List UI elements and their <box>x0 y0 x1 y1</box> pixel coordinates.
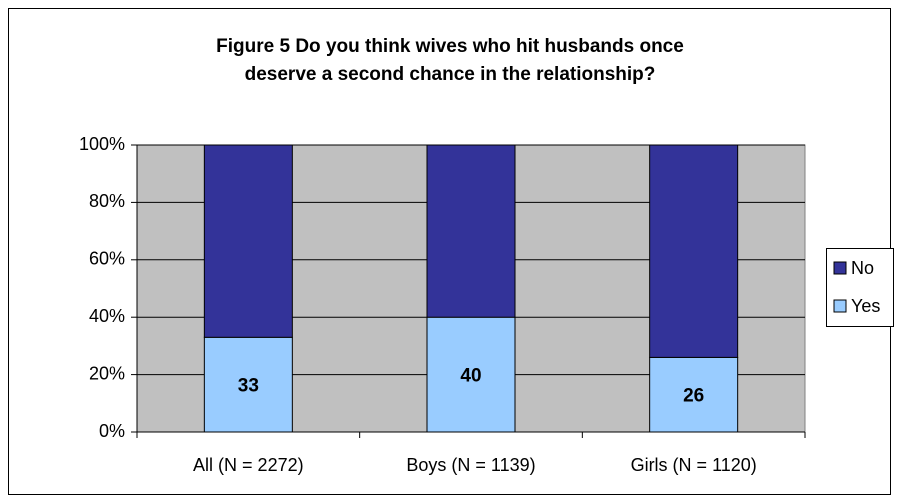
data-label: 26 <box>683 386 704 407</box>
chart-title: Figure 5 Do you think wives who hit husb… <box>216 36 684 57</box>
bar-segment <box>649 356 739 433</box>
y-tick-label: 60% <box>89 249 125 269</box>
data-label: 33 <box>238 376 259 397</box>
x-tick-label: All (N = 2272) <box>193 455 304 475</box>
y-tick-label: 20% <box>89 363 125 383</box>
y-tick-label: 80% <box>89 191 125 211</box>
legend-swatch <box>833 299 847 313</box>
legend-swatch <box>833 261 847 275</box>
y-tick-label: 100% <box>79 134 125 154</box>
legend-label: No <box>851 258 874 278</box>
bar-segment <box>426 316 516 433</box>
chart-title: deserve a second chance in the relations… <box>245 64 656 85</box>
y-tick-label: 40% <box>89 306 125 326</box>
x-tick-label: Boys (N = 1139) <box>406 455 535 475</box>
y-tick-label: 0% <box>99 421 125 441</box>
bar-segment <box>426 144 516 318</box>
x-tick-label: Girls (N = 1120) <box>631 455 757 475</box>
bar-segment <box>649 144 739 358</box>
bar-segment <box>203 144 293 338</box>
data-label: 40 <box>460 366 481 387</box>
legend-label: Yes <box>851 296 880 316</box>
